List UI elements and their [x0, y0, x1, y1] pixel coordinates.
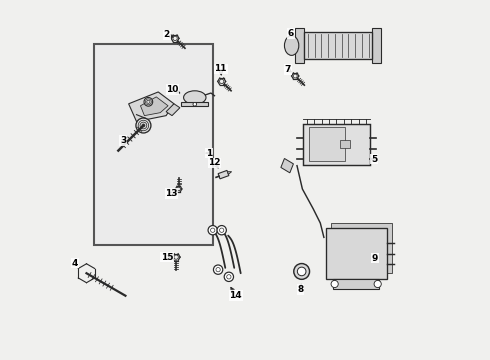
Circle shape — [211, 228, 215, 232]
Text: 3: 3 — [120, 136, 126, 145]
Text: 15: 15 — [161, 253, 173, 262]
Bar — [340, 140, 350, 148]
Text: 8: 8 — [297, 285, 304, 294]
Ellipse shape — [285, 36, 299, 55]
Polygon shape — [281, 158, 294, 173]
Circle shape — [217, 226, 226, 235]
Text: 5: 5 — [371, 155, 377, 164]
Text: 2: 2 — [164, 30, 170, 39]
Bar — [303, 123, 369, 165]
Circle shape — [193, 103, 196, 106]
Circle shape — [214, 265, 223, 274]
Text: 1: 1 — [206, 149, 212, 158]
Text: 10: 10 — [167, 85, 179, 94]
Circle shape — [331, 280, 338, 288]
Bar — [295, 28, 304, 63]
Text: 14: 14 — [229, 291, 242, 300]
Text: 6: 6 — [288, 29, 294, 38]
Text: 9: 9 — [371, 254, 378, 263]
Bar — [333, 279, 379, 289]
Circle shape — [227, 275, 231, 279]
Circle shape — [294, 264, 310, 279]
Bar — [309, 127, 345, 161]
Ellipse shape — [184, 91, 206, 104]
Text: 7: 7 — [285, 65, 291, 74]
Circle shape — [297, 267, 306, 276]
Polygon shape — [166, 104, 180, 116]
Circle shape — [224, 272, 234, 282]
Bar — [326, 228, 387, 279]
Polygon shape — [218, 170, 229, 179]
Text: 12: 12 — [208, 158, 221, 167]
Polygon shape — [141, 97, 168, 116]
Circle shape — [216, 267, 220, 272]
Circle shape — [374, 280, 381, 288]
Polygon shape — [227, 172, 232, 174]
Circle shape — [220, 228, 224, 232]
Polygon shape — [129, 92, 174, 122]
Bar — [95, 44, 213, 244]
Text: 4: 4 — [72, 259, 78, 268]
Bar — [372, 28, 381, 63]
Circle shape — [208, 226, 218, 235]
Text: 11: 11 — [214, 64, 227, 73]
Text: 13: 13 — [165, 189, 178, 198]
Bar — [331, 223, 392, 273]
Bar — [181, 102, 208, 107]
Circle shape — [136, 118, 151, 133]
Bar — [304, 32, 372, 59]
Circle shape — [144, 98, 153, 106]
